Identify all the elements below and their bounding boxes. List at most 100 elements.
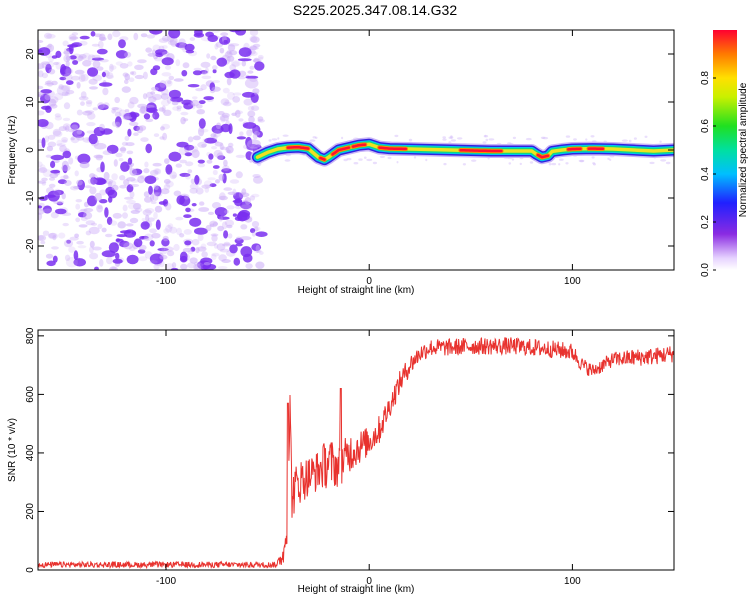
noise-blob	[97, 102, 105, 110]
noise-speckle	[379, 155, 386, 158]
noise-blob	[238, 118, 244, 122]
noise-blob	[253, 176, 263, 184]
noise-blob	[115, 61, 123, 66]
noise-blob	[89, 240, 95, 248]
noise-speckle	[644, 135, 648, 138]
noise-blob	[253, 226, 261, 231]
noise-blob	[134, 64, 144, 71]
noise-blob	[162, 235, 169, 242]
noise-blob	[158, 38, 169, 43]
noise-blob	[130, 112, 140, 118]
noise-blob	[125, 223, 134, 227]
noise-blob	[73, 186, 80, 189]
noise-blob	[39, 164, 46, 173]
noise-blob	[223, 241, 231, 246]
noise-blob	[124, 73, 130, 81]
noise-blob	[183, 102, 194, 110]
noise-blob	[89, 173, 96, 179]
spectrogram-y-ticks: -20 -10 0 10 20	[25, 48, 674, 253]
noise-blob	[124, 79, 129, 85]
noise-blob	[192, 70, 203, 76]
noise-blob	[60, 85, 71, 92]
noise-blob	[44, 94, 51, 101]
noise-blob	[133, 238, 143, 248]
noise-blob	[223, 159, 228, 167]
noise-blob	[223, 101, 232, 107]
noise-speckle	[621, 139, 628, 142]
noise-blob	[201, 71, 207, 76]
y-tick-label: 800	[25, 327, 36, 344]
noise-blob	[252, 43, 261, 48]
noise-blob	[218, 195, 228, 201]
noise-blob	[53, 61, 59, 66]
colorbar-label: Normalized spectral amplitude	[738, 82, 749, 217]
noise-blob	[57, 179, 67, 185]
noise-blob	[64, 180, 72, 186]
noise-blob	[198, 118, 206, 129]
noise-blob	[245, 75, 259, 79]
noise-blob	[181, 70, 188, 77]
noise-blob	[128, 77, 135, 82]
noise-blob	[50, 211, 59, 219]
noise-blob	[224, 51, 233, 58]
colorbar-tick-label: 0.6	[700, 119, 711, 133]
noise-blob	[140, 137, 149, 143]
noise-blob	[173, 190, 182, 197]
noise-blob	[245, 263, 253, 269]
noise-blob	[227, 191, 237, 195]
noise-blob	[78, 54, 87, 59]
noise-blob	[223, 39, 228, 44]
noise-blob	[126, 199, 136, 204]
noise-blob	[82, 110, 93, 116]
noise-blob	[236, 136, 247, 140]
noise-blob	[222, 87, 230, 94]
noise-blob	[70, 124, 79, 132]
noise-speckle	[519, 162, 522, 166]
noise-blob	[124, 109, 130, 113]
noise-blob	[122, 204, 128, 212]
noise-speckle	[573, 138, 577, 141]
noise-blob	[190, 178, 195, 184]
noise-blob	[63, 47, 70, 56]
noise-blob	[71, 32, 79, 36]
noise-blob	[88, 133, 98, 145]
noise-speckle	[282, 134, 289, 137]
noise-blob	[124, 51, 132, 58]
noise-blob	[101, 71, 106, 78]
noise-blob	[106, 144, 119, 154]
noise-blob	[213, 129, 221, 138]
noise-blob	[226, 55, 235, 62]
noise-blob	[130, 179, 140, 183]
snr-series-line	[38, 337, 674, 570]
noise-blob	[104, 207, 109, 218]
noise-blob	[247, 139, 261, 149]
noise-blob	[170, 267, 179, 270]
noise-speckle	[442, 138, 447, 141]
noise-blob	[164, 79, 173, 87]
noise-blob	[221, 168, 232, 174]
noise-blob	[117, 221, 126, 229]
noise-blob	[182, 247, 192, 253]
noise-blob	[193, 67, 202, 71]
noise-blob	[169, 226, 178, 234]
noise-blob	[85, 110, 95, 114]
noise-blob	[187, 84, 200, 88]
noise-blob	[179, 172, 191, 177]
noise-blob	[40, 240, 46, 245]
noise-blob	[232, 213, 237, 217]
noise-blob	[112, 30, 121, 38]
noise-blob	[209, 183, 217, 188]
signal-hot-red	[459, 148, 503, 153]
noise-blob	[129, 183, 140, 188]
noise-blob	[173, 78, 184, 82]
noise-blob	[159, 136, 165, 140]
noise-blob	[198, 100, 206, 105]
noise-speckle	[408, 138, 413, 142]
noise-blob	[142, 71, 148, 80]
noise-blob	[52, 255, 58, 263]
noise-blob	[157, 247, 169, 252]
noise-blob	[92, 60, 101, 69]
noise-blob	[127, 157, 133, 165]
noise-blob	[259, 251, 264, 255]
noise-speckle	[471, 159, 477, 162]
